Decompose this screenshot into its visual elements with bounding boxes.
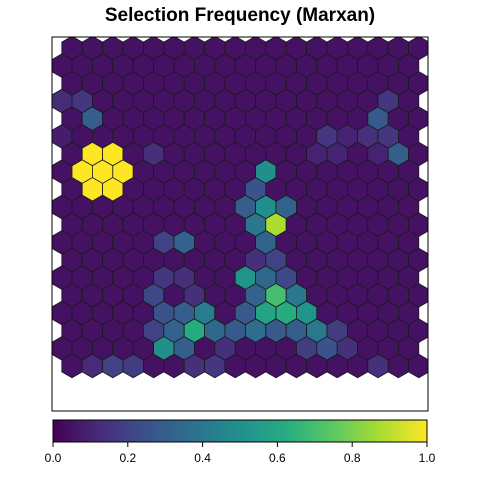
chart-title: Selection Frequency (Marxan): [104, 5, 376, 26]
colorbar-tick-label: 1.0: [419, 451, 436, 465]
colorbar-tick-label: 0.8: [344, 451, 361, 465]
colorbar: [52, 419, 428, 443]
colorbar-tick-label: 0.0: [45, 451, 62, 465]
hex-cell: [408, 353, 428, 379]
hex-cells: [52, 37, 428, 379]
panel-border: [51, 36, 429, 412]
colorbar-tick-label: 0.6: [269, 451, 286, 465]
colorbar-tick-label: 0.2: [119, 451, 136, 465]
colorbar-tick-label: 0.4: [194, 451, 211, 465]
colorbar-axis: 0.0 0.2 0.4 0.6 0.8 1.0: [45, 442, 436, 465]
